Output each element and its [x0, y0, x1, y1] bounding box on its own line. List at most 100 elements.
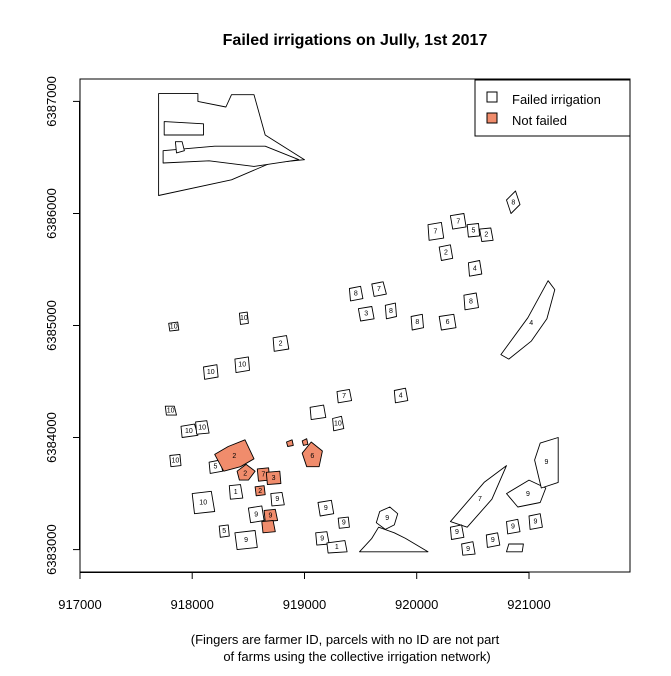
- parcel-shape: [506, 190, 521, 214]
- parcel-shape: [272, 335, 290, 352]
- parcel-id-label: 2: [243, 470, 247, 477]
- parcel-id-label: 9: [342, 520, 346, 527]
- parcel-id-label: 4: [473, 265, 477, 272]
- parcel-shape: [449, 524, 465, 540]
- parcel-id-label: 9: [324, 505, 328, 512]
- parcel-shape: [234, 356, 250, 374]
- parcel-id-label: 10: [170, 324, 178, 331]
- x-tick-label: 917000: [58, 597, 101, 612]
- y-tick-label: 6383000: [44, 524, 59, 575]
- parcel-shape: [336, 388, 353, 404]
- parcel-id-label: 7: [342, 393, 346, 400]
- parcel-id-label: 9: [269, 512, 273, 519]
- parcel-shape: [270, 491, 285, 507]
- parcel-shape: [393, 387, 409, 404]
- parcel-shape: [169, 453, 182, 468]
- parcel-shape: [228, 484, 244, 500]
- parcel-shape: [254, 485, 266, 497]
- parcel-id-label: 8: [415, 319, 419, 326]
- y-tick-label: 6384000: [44, 412, 59, 463]
- parcel-shape: [467, 260, 483, 277]
- legend-label-not-failed: Not failed: [512, 113, 567, 128]
- parcel-id-label: 8: [389, 308, 393, 315]
- parcel-id-label: 7: [456, 218, 460, 225]
- parcel-shape: [301, 438, 309, 446]
- parcel-id-label: 2: [232, 453, 236, 460]
- caption-line-2: of farms using the collective irrigation…: [223, 649, 490, 664]
- parcel-id-label: 9: [455, 529, 459, 536]
- parcel-id-label: 3: [272, 475, 276, 482]
- parcel-shape: [359, 526, 429, 553]
- parcel-id-label: 2: [258, 488, 262, 495]
- parcel-shape: [479, 227, 494, 242]
- parcel-id-label: 9: [466, 546, 470, 553]
- parcel-shape: [309, 404, 327, 421]
- parcel-id-label: 1: [335, 544, 339, 551]
- parcel-shape: [337, 516, 350, 529]
- legend: Failed irrigation Not failed: [474, 79, 631, 137]
- parcel-id-label: 7: [377, 286, 381, 293]
- parcel-shape: [506, 518, 521, 535]
- parcel-id-label: 2: [484, 232, 488, 239]
- legend-swatch-not-failed: [486, 112, 498, 124]
- parcel-shape: [191, 490, 216, 515]
- parcel-shape: [234, 530, 258, 551]
- parcel-shape: [174, 141, 185, 154]
- parcel-shape: [461, 541, 476, 556]
- parcel-shape: [326, 540, 348, 554]
- parcel-id-label: 10: [334, 421, 342, 428]
- parcel-shape: [195, 420, 210, 435]
- parcel-id-label: 2: [279, 340, 283, 347]
- parcel-id-label: 5: [214, 464, 218, 471]
- parcel-shape: [263, 508, 279, 523]
- y-tick-label: 6387000: [44, 76, 59, 127]
- parcel-id-label: 9: [385, 515, 389, 522]
- parcel-shape: [375, 506, 399, 530]
- axis-layer: 917000 918000 919000 920000 9210006383000638…: [44, 76, 551, 612]
- parcel-id-label: 5: [471, 227, 475, 234]
- parcel-id-label: 5: [222, 528, 226, 535]
- x-tick-label: 919000: [283, 597, 326, 612]
- parcel-shape: [265, 470, 282, 486]
- parcel-id-label: 8: [469, 298, 473, 305]
- parcel-shape: [371, 281, 387, 297]
- parcel-id-label: 7: [434, 228, 438, 235]
- parcel-id-label: 10: [167, 408, 175, 415]
- parcel-shape: [261, 520, 276, 534]
- parcel-shape: [158, 93, 305, 196]
- parcel-shape: [162, 145, 300, 167]
- parcel-id-label: 10: [172, 458, 180, 465]
- parcel-shape: [247, 505, 265, 524]
- page-title: Failed irrigations on Jully, 1st 2017: [223, 32, 488, 49]
- parcel-shape: [332, 415, 345, 432]
- parcel-shape: [163, 121, 204, 136]
- parcel-id-label: 10: [207, 369, 215, 376]
- parcel-shape: [485, 532, 501, 548]
- parcel-id-label: 10: [240, 315, 248, 322]
- legend-label-failed: Failed irrigation: [512, 92, 601, 107]
- parcel-id-label: 9: [254, 511, 258, 518]
- parcel-shape: [500, 280, 556, 360]
- parcel-id-label: 10: [185, 428, 193, 435]
- parcel-id-label: 9: [511, 524, 515, 531]
- parcel-shape: [238, 311, 249, 325]
- parcel-id-label: 9: [244, 537, 248, 544]
- parcel-shape: [317, 499, 335, 517]
- x-tick-label: 921000: [507, 597, 550, 612]
- parcel-id-label: 6: [446, 319, 450, 326]
- parcel-id-label: 6: [310, 453, 314, 460]
- parcel-id-label: 4: [529, 320, 533, 327]
- parcel-shape: [180, 423, 199, 438]
- parcel-shape: [357, 306, 375, 322]
- parcel-id-label: 10: [199, 500, 207, 507]
- parcel-shape: [286, 439, 294, 447]
- parcel-shape: [449, 465, 507, 528]
- parcel-id-label: 9: [526, 491, 530, 498]
- parcel-shape: [301, 441, 323, 468]
- parcel-shape: [463, 292, 479, 311]
- parcel-shape: [506, 543, 524, 553]
- x-tick-label: 918000: [171, 597, 214, 612]
- parcel-id-label: 10: [238, 362, 246, 369]
- parcel-shape: [164, 405, 177, 416]
